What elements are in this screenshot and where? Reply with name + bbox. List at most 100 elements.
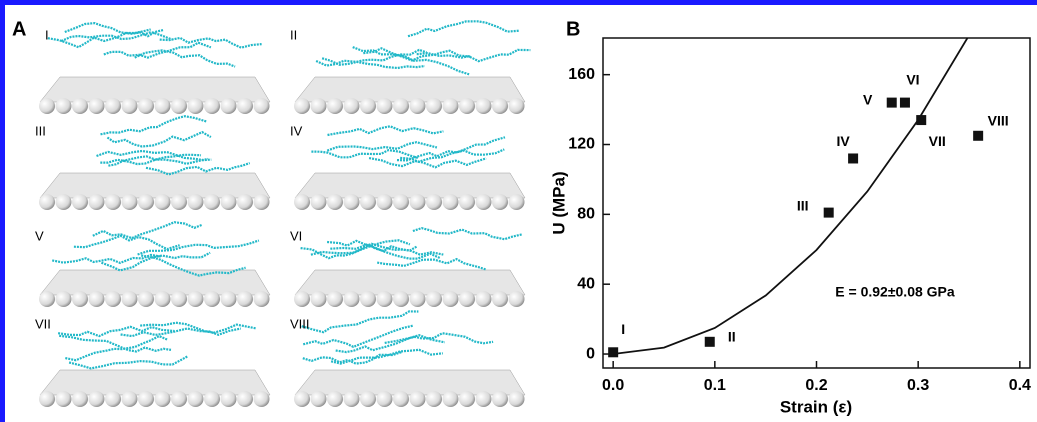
molecule: [100, 115, 208, 136]
atom: [426, 194, 442, 210]
molecule: [137, 239, 260, 256]
atom: [171, 391, 187, 407]
atom: [376, 391, 393, 407]
atom: [154, 391, 171, 407]
atom: [39, 291, 55, 307]
atom: [237, 291, 253, 307]
atom: [154, 98, 171, 114]
atom: [121, 98, 138, 114]
atom: [204, 98, 220, 114]
slab: [294, 269, 526, 296]
atom: [138, 98, 154, 114]
slab: [294, 76, 526, 103]
data-point: [823, 207, 834, 218]
atom: [459, 98, 475, 114]
atom: [409, 391, 426, 407]
atom: [426, 291, 442, 307]
point-label: VIII: [988, 112, 1009, 128]
atom: [475, 391, 492, 407]
atom: [105, 291, 121, 307]
molecule: [368, 157, 487, 169]
atom: [138, 291, 154, 307]
molecule: [311, 148, 420, 160]
molecule: [335, 334, 446, 354]
atom: [72, 391, 88, 407]
molecule: [51, 253, 161, 265]
image-label: V: [35, 228, 44, 243]
atom: [409, 291, 426, 307]
molecule: [64, 21, 164, 38]
atom: [39, 391, 55, 407]
atom: [105, 98, 121, 114]
atom: [294, 291, 310, 307]
slab: [39, 76, 271, 103]
panel-label: B: [566, 18, 580, 40]
molecule: [301, 310, 419, 334]
molecule: [412, 226, 523, 241]
atom: [220, 391, 237, 407]
atom: [253, 291, 270, 307]
atom: [187, 391, 204, 407]
atom: [492, 291, 508, 307]
atom: [492, 194, 508, 210]
atom: [376, 98, 393, 114]
atom: [154, 194, 171, 210]
atom: [105, 194, 121, 210]
molecule: [326, 141, 438, 152]
point-label: V: [863, 91, 873, 107]
atom: [508, 98, 525, 114]
molecule: [300, 239, 411, 260]
molecule: [59, 334, 172, 353]
atom: [343, 391, 360, 407]
atom: [253, 194, 270, 210]
molecule: [68, 355, 189, 370]
atom: [393, 291, 409, 307]
atom: [492, 391, 508, 407]
atom: [459, 194, 475, 210]
atom: [220, 194, 237, 210]
atom: [253, 391, 270, 407]
x-tick-label: 0.1: [704, 377, 726, 394]
atom: [376, 194, 393, 210]
atom: [508, 194, 525, 210]
molecule: [327, 125, 444, 137]
molecule: [57, 325, 175, 338]
image-label: IV: [290, 123, 303, 138]
atom: [327, 98, 343, 114]
atom: [154, 291, 171, 307]
atom: [442, 391, 459, 407]
atom: [187, 194, 204, 210]
atom: [409, 194, 426, 210]
atom: [327, 391, 343, 407]
atom: [121, 194, 138, 210]
molecule: [384, 332, 494, 345]
molecule: [65, 334, 168, 362]
point-label: III: [797, 197, 809, 213]
x-tick-label: 0.2: [805, 377, 827, 394]
atom: [204, 291, 220, 307]
panel-label: A: [12, 18, 26, 40]
atom: [459, 291, 475, 307]
atom: [138, 194, 154, 210]
atom: [360, 98, 376, 114]
atom: [310, 194, 327, 210]
atom: [475, 194, 492, 210]
atom: [310, 391, 327, 407]
image-label: VI: [290, 228, 302, 243]
atom: [171, 98, 187, 114]
molecule: [103, 41, 212, 59]
data-point: [973, 130, 984, 141]
atom: [393, 98, 409, 114]
atom: [187, 98, 204, 114]
atom: [55, 98, 72, 114]
atom: [393, 391, 409, 407]
atom: [72, 194, 88, 210]
atom: [72, 98, 88, 114]
atom: [138, 391, 154, 407]
atom: [459, 391, 475, 407]
atom: [237, 98, 253, 114]
plot-frame: [602, 37, 1031, 369]
atom: [376, 291, 393, 307]
atom: [294, 391, 310, 407]
